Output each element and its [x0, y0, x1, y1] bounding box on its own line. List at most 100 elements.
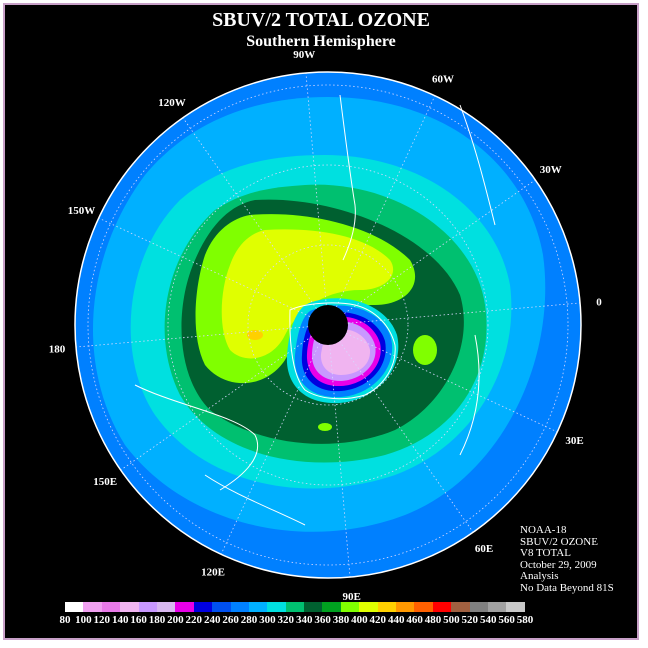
meridian-line [344, 179, 536, 314]
latitude-circle [247, 244, 409, 406]
meridian-line [182, 117, 317, 309]
map-title: SBUV/2 TOTAL OZONE [212, 9, 430, 31]
colorbar-swatch [396, 602, 415, 612]
colorbar-tick-label: 440 [387, 614, 405, 626]
colorbar-swatch [451, 602, 470, 612]
colorbar-swatch [322, 602, 341, 612]
ozone-band-360-south [318, 423, 332, 431]
longitude-labels: 90W 60W 30W 0 30E 60E 90E 120E 150E 180 150W 120W [49, 49, 602, 603]
coastline-indonesia [204, 474, 306, 526]
meridian-line [339, 341, 474, 533]
colorbar-swatch [65, 602, 84, 612]
latitude-circle [87, 84, 569, 566]
colorbar-swatch [377, 602, 397, 612]
colorbar-ticks: 80 100 120 140 160 180 200 220 240 260 280 300 320 34… [58, 614, 598, 628]
ozone-band-360-east [413, 335, 437, 365]
meridian-line [220, 342, 320, 555]
colorbar-tick-label: 380 [332, 614, 350, 626]
data-coverage-note: No Data Beyond 81S [520, 581, 614, 594]
graticule [87, 84, 569, 566]
colorbar-tick-label: 140 [111, 614, 129, 626]
ozone-band-400 [221, 229, 394, 359]
colorbar-swatch [156, 602, 176, 612]
colorbar-tick-label: 240 [203, 614, 221, 626]
colorbar-tick-label: 560 [498, 614, 515, 626]
latitude-circle [167, 164, 489, 486]
colorbar-tick-label: 480 [424, 614, 442, 626]
colorbar-tick-label: 220 [185, 614, 203, 626]
colorbar-tick-label: 520 [461, 614, 479, 626]
colorbar-swatch [506, 602, 525, 612]
colorbar-swatch [304, 602, 323, 612]
colorbar-swatch [83, 602, 102, 612]
colorbar-swatch [101, 602, 121, 612]
product-label: Analysis [520, 570, 559, 583]
colorbar-tick-label: 200 [167, 614, 184, 626]
meridian-line [98, 217, 311, 317]
longitude-label: 90E [343, 591, 361, 603]
meridian-line [347, 302, 581, 324]
colorbar-tick-label: 280 [240, 614, 258, 626]
colorbar-tick-label: 580 [516, 614, 534, 626]
meridian-line [120, 336, 312, 471]
colorbar-swatch [267, 602, 286, 612]
longitude-label: 150W [68, 205, 96, 217]
algorithm-label: V8 TOTAL [520, 547, 571, 560]
longitude-label: 90W [293, 49, 315, 61]
colorbar-swatch [340, 602, 360, 612]
colorbar-tick-label: 80 [59, 614, 71, 626]
colorbar-swatch [359, 602, 378, 612]
instrument-label: SBUV/2 OZONE [520, 535, 598, 548]
meridian-line [75, 326, 309, 348]
coastline-antarctica [289, 302, 396, 400]
coastline-south-atlantic [459, 104, 496, 226]
colorbar-swatch [487, 602, 507, 612]
longitude-label: 60E [475, 543, 493, 555]
polar-ozone-map: 90W 60W 30W 0 30E 60E 90E 120E 150E 180 150W 120W [49, 49, 602, 603]
colorbar-tick-label: 500 [443, 614, 460, 626]
colorbar-swatch [175, 602, 194, 612]
colorbar-tick-label: 320 [277, 614, 295, 626]
colorbar-tick-label: 420 [369, 614, 387, 626]
no-data-polar-cap [308, 305, 348, 345]
meridian-line [329, 344, 351, 578]
longitude-label: 30W [540, 164, 562, 176]
longitude-label: 120W [158, 97, 186, 109]
longitude-label: 120E [201, 567, 225, 579]
coastlines [134, 94, 496, 526]
map-outline [74, 71, 582, 579]
colorbar-tick-label: 300 [259, 614, 276, 626]
satellite-label: NOAA-18 [520, 524, 567, 536]
colorbar-swatch [248, 602, 268, 612]
meridian-line [345, 333, 558, 433]
colorbar-tick-label: 260 [222, 614, 239, 626]
colorbar-tick-label: 120 [93, 614, 111, 626]
coastline-australia [134, 384, 258, 491]
colorbar-tick-label: 340 [295, 614, 313, 626]
longitude-label: 30E [565, 435, 583, 447]
longitude-label: 180 [49, 344, 66, 356]
map-subtitle: Southern Hemisphere [246, 33, 396, 50]
colorbar-swatch [120, 602, 139, 612]
meridian-line [336, 95, 436, 308]
meridians [75, 72, 581, 578]
coastline-south-america [339, 94, 356, 261]
meridian-line [305, 72, 327, 306]
ozone-max-spot [247, 330, 263, 340]
longitude-label: 0 [596, 296, 602, 308]
longitude-label: 60W [432, 73, 454, 85]
colorbar-tick-label: 100 [75, 614, 92, 626]
colorbar-tick-label: 400 [351, 614, 368, 626]
colorbar-swatch [212, 602, 231, 612]
colorbar-swatch [193, 602, 213, 612]
colorbar-swatch [138, 602, 157, 612]
colorbar-tick-label: 460 [406, 614, 423, 626]
map-frame: SBUV/2 TOTAL OZONE Southern Hemisphere [3, 3, 639, 640]
colorbar-tick-label: 180 [148, 614, 166, 626]
colorbar-swatch [414, 602, 433, 612]
colorbar-tick-label: 540 [479, 614, 497, 626]
colorbar-tick-label: 360 [314, 614, 331, 626]
colorbar-swatch [469, 602, 488, 612]
info-panel: NOAA-18 SBUV/2 OZONE V8 TOTAL October 29… [520, 524, 614, 595]
colorbar-swatch [432, 602, 452, 612]
